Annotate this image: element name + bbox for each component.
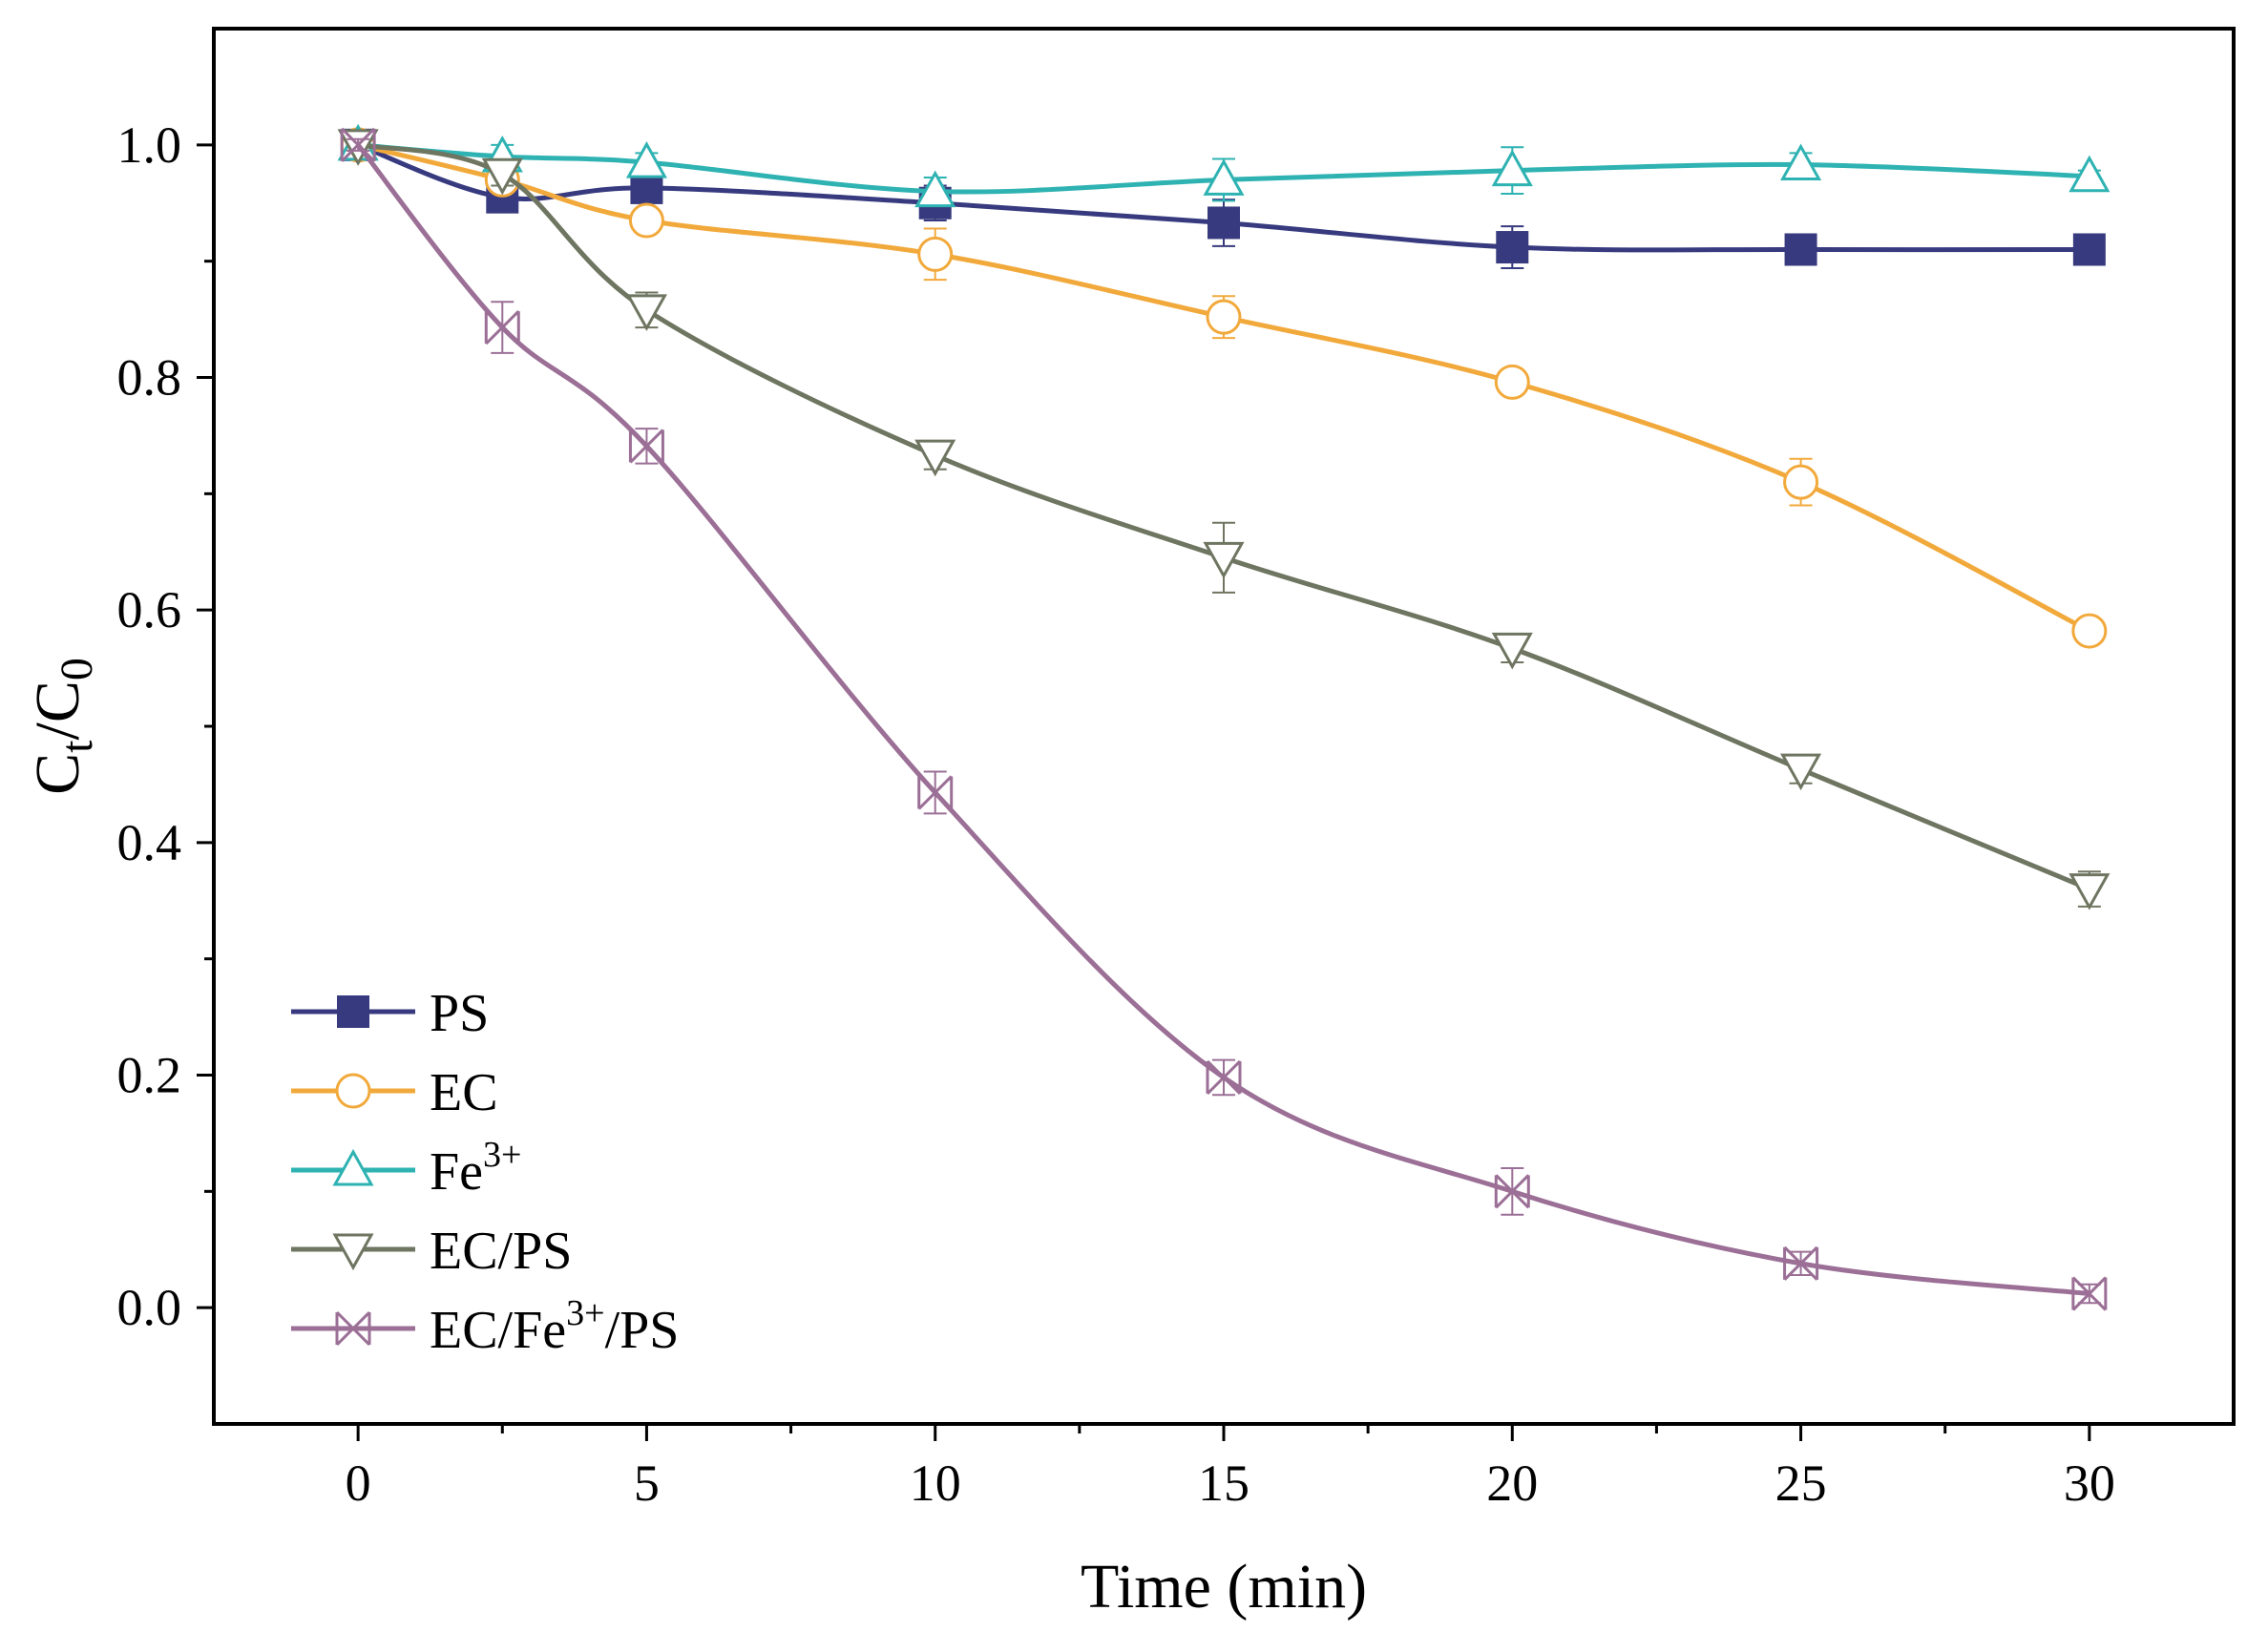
y-axis-title-base: C xyxy=(23,753,93,795)
data-point xyxy=(2071,1276,2108,1311)
data-point xyxy=(625,294,667,331)
data-point xyxy=(2068,873,2110,910)
y-tick-label: 0.0 xyxy=(117,1279,182,1336)
x-tick-label: 5 xyxy=(634,1454,660,1512)
x-tick-label: 10 xyxy=(910,1454,961,1512)
data-point xyxy=(1496,231,1529,264)
data-point xyxy=(914,439,956,477)
y-axis-ticks: 0.0 0.2 0.4 0.6 0.8 1.0 xyxy=(117,116,214,1336)
data-point xyxy=(1203,541,1245,579)
y-axis-title-base2: C xyxy=(23,680,93,722)
data-point xyxy=(1206,299,1242,335)
x-tick-label: 20 xyxy=(1486,1454,1538,1512)
legend-label-main: EC xyxy=(430,1063,498,1122)
y-axis-title: Ct/C0 xyxy=(23,658,102,795)
x-tick-label: 15 xyxy=(1198,1454,1250,1512)
data-point xyxy=(917,236,954,272)
data-point xyxy=(1783,464,1819,500)
x-axis-ticks: 0 5 10 15 20 25 30 xyxy=(346,1424,2115,1512)
legend-label-main: Fe xyxy=(430,1142,483,1202)
data-point xyxy=(1206,1059,1242,1096)
data-point xyxy=(1203,158,1245,196)
data-point xyxy=(2071,613,2108,649)
y-tick-label: 0.6 xyxy=(117,581,182,638)
legend-marker xyxy=(335,1310,371,1347)
data-point xyxy=(628,429,664,464)
legend-marker xyxy=(332,1233,374,1271)
y-axis-title-subscript-0: 0 xyxy=(52,658,102,680)
data-point xyxy=(1780,143,1822,181)
legend-label-main: EC/PS xyxy=(430,1222,572,1281)
legend-label-superscript: 3+ xyxy=(483,1135,521,1175)
legend-label-main: EC/Fe xyxy=(430,1301,566,1360)
data-point xyxy=(1784,233,1817,266)
legend-label: Fe3+ xyxy=(430,1135,521,1202)
series-layer xyxy=(337,123,2110,1311)
data-point xyxy=(1494,364,1530,400)
y-axis-title-slash: / xyxy=(23,722,93,741)
legend-label-superscript: 3+ xyxy=(566,1293,604,1333)
data-point xyxy=(1208,206,1240,240)
y-tick-label: 0.2 xyxy=(117,1047,182,1104)
legend-marker xyxy=(335,1073,371,1109)
series-ec xyxy=(340,127,2108,649)
series-line xyxy=(356,143,2090,1297)
y-tick-label: 0.4 xyxy=(117,814,182,871)
x-tick-label: 25 xyxy=(1775,1454,1827,1512)
data-point xyxy=(2072,233,2106,266)
legend-item: Fe3+ xyxy=(291,1135,521,1202)
legend-item: PS xyxy=(291,984,489,1043)
x-tick-label: 30 xyxy=(2064,1454,2115,1512)
data-point xyxy=(1494,1174,1530,1209)
data-point xyxy=(1491,149,1533,187)
data-point xyxy=(628,202,664,239)
legend-label: EC/PS xyxy=(430,1222,572,1281)
legend-item: EC xyxy=(291,1063,498,1122)
legend-label-tail: /PS xyxy=(605,1301,680,1360)
data-point xyxy=(1783,1245,1819,1281)
x-tick-label: 0 xyxy=(346,1454,371,1512)
data-point xyxy=(484,310,520,345)
legend-label: EC xyxy=(430,1063,498,1122)
legend-label-main: PS xyxy=(430,984,489,1043)
x-axis-title: Time (min) xyxy=(1081,1552,1367,1622)
y-tick-label: 1.0 xyxy=(117,116,182,174)
data-point xyxy=(1780,753,1822,791)
data-point xyxy=(2068,155,2110,193)
series-fe3- xyxy=(337,123,2110,208)
data-point xyxy=(625,141,667,178)
legend-label: EC/Fe3+/PS xyxy=(430,1293,679,1360)
legend-marker xyxy=(337,995,369,1028)
data-point xyxy=(917,775,954,810)
y-tick-label: 0.8 xyxy=(117,349,182,407)
series-ec-fe3-ps xyxy=(340,127,2108,1311)
legend-item: EC/PS xyxy=(291,1222,572,1281)
legend-item: EC/Fe3+/PS xyxy=(291,1293,679,1360)
data-point xyxy=(340,127,376,162)
data-point xyxy=(1491,632,1533,670)
data-point xyxy=(914,170,956,208)
legend-marker xyxy=(332,1148,374,1186)
legend-label: PS xyxy=(430,984,489,1043)
y-axis-title-subscript-t: t xyxy=(52,740,102,753)
data-point xyxy=(481,157,523,196)
